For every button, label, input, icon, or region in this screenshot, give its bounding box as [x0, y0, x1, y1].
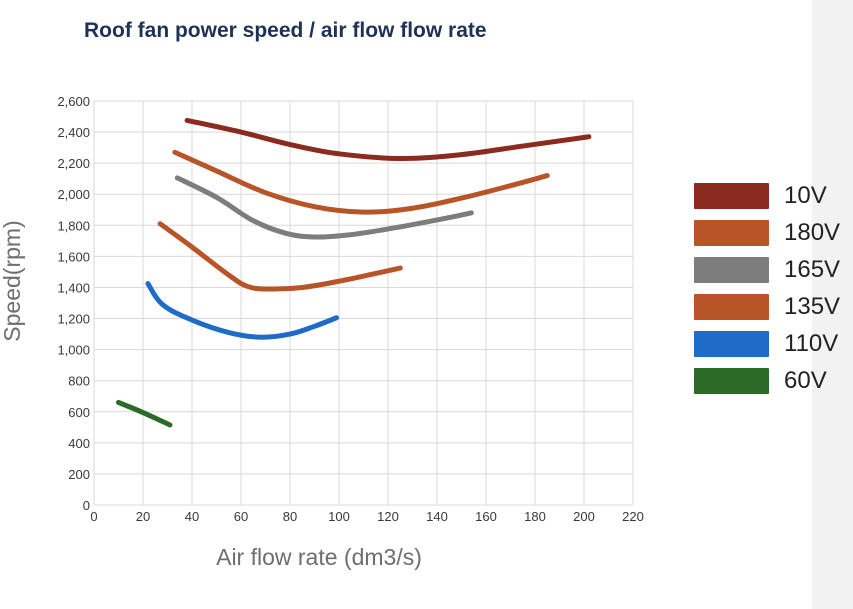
y-tick-label: 600 [68, 405, 90, 420]
x-tick-label: 200 [573, 509, 595, 524]
y-tick-label: 200 [68, 467, 90, 482]
x-tick-label: 80 [283, 509, 297, 524]
y-tick-label: 1,000 [57, 343, 90, 358]
x-tick-labels: 0 20 40 60 80 100 120 140 160 180 200 220 [90, 509, 643, 524]
legend-label: 135V [784, 292, 841, 320]
y-tick-label: 2,000 [57, 187, 90, 202]
legend-item-110v: 110V [694, 325, 840, 362]
x-tick-label: 20 [136, 509, 150, 524]
y-tick-label: 1,600 [57, 249, 90, 264]
y-tick-label: 2,600 [57, 94, 90, 109]
series-line-60v [116, 399, 173, 428]
legend-item-10v: 10V [694, 177, 840, 214]
legend-swatch [694, 367, 769, 394]
legend-label: 110V [784, 329, 839, 357]
x-tick-label: 100 [328, 509, 350, 524]
legend-label: 165V [784, 255, 841, 283]
legend-swatch [694, 256, 769, 283]
y-tick-label: 800 [68, 374, 90, 389]
legend-swatch [694, 182, 769, 209]
legend-item-180v: 180V [694, 214, 840, 251]
y-tick-label: 1,400 [57, 280, 90, 295]
series-line-180v [172, 149, 550, 215]
x-tick-label: 220 [622, 509, 644, 524]
legend-item-165v: 165V [694, 251, 840, 288]
legend-item-60v: 60V [694, 362, 840, 399]
x-tick-label: 180 [524, 509, 546, 524]
x-tick-label: 40 [185, 509, 199, 524]
x-tick-label: 0 [90, 509, 97, 524]
x-axis-title: Air flow rate (dm3/s) [216, 544, 422, 570]
y-axis-title: Speed(rpm) [0, 220, 25, 341]
legend-swatch [694, 330, 769, 357]
y-tick-label: 2,200 [57, 156, 90, 171]
grid-lines [93, 100, 634, 506]
legend: 10V 180V 165V 135V 110V 60V [694, 177, 840, 399]
x-tick-label: 120 [377, 509, 399, 524]
legend-label: 10V [784, 181, 827, 209]
y-tick-label: 1,800 [57, 218, 90, 233]
series-line-165v [174, 175, 474, 240]
series-line-10v [184, 117, 592, 161]
x-tick-label: 160 [475, 509, 497, 524]
y-tick-labels: 0 200 400 600 800 1,000 1,200 1,400 1,600 1,800 2,… [57, 94, 90, 513]
legend-swatch [694, 293, 769, 320]
legend-label: 60V [784, 366, 827, 394]
x-tick-label: 60 [234, 509, 248, 524]
legend-swatch [694, 219, 769, 246]
legend-item-135v: 135V [694, 288, 840, 325]
chart-title: Roof fan power speed / air flow flow rat… [84, 19, 487, 42]
y-tick-label: 400 [68, 436, 90, 451]
x-tick-label: 140 [426, 509, 448, 524]
legend-label: 180V [784, 218, 841, 246]
series-lines [116, 117, 592, 428]
y-tick-label: 0 [83, 498, 90, 513]
y-tick-label: 2,400 [57, 125, 90, 140]
series-line-110v [145, 281, 340, 340]
series-line-135v [157, 221, 403, 292]
y-tick-label: 1,200 [57, 312, 90, 327]
right-margin-strip [812, 0, 853, 609]
